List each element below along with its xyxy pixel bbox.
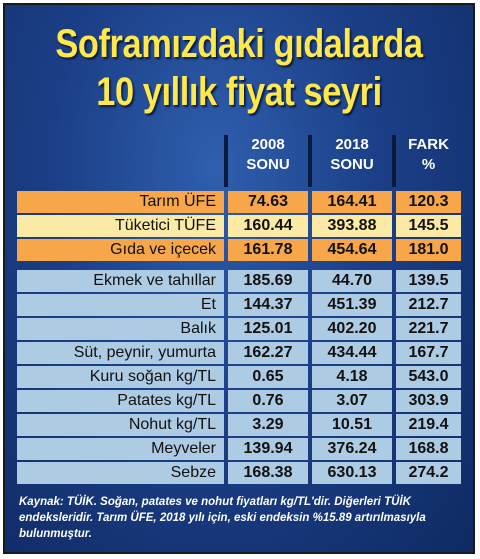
- row-label: Et: [17, 294, 224, 316]
- row-label: Kuru soğan kg/TL: [17, 366, 224, 388]
- column-header-line2: %: [421, 156, 436, 173]
- column-header-line1: 2018: [335, 136, 369, 153]
- column-header: 2018 SONU: [312, 135, 392, 175]
- row-value-v2008: 144.37: [228, 294, 308, 316]
- table-row: Tüketici TÜFE 160.44 393.88 145.5: [17, 215, 461, 237]
- row-label: Süt, peynir, yumurta: [17, 342, 224, 364]
- column-header-line2: SONU: [330, 156, 374, 173]
- row-value-v2018: 164.41: [312, 191, 392, 213]
- row-value-v2008: 0.65: [228, 366, 308, 388]
- table-row: Meyveler 139.94 376.24 168.8: [17, 438, 461, 460]
- row-value-v2018: 3.07: [312, 390, 392, 412]
- table-row: Ekmek ve tahıllar 185.69 44.70 139.5: [17, 270, 461, 292]
- column-divider: [308, 135, 312, 187]
- row-label: Tarım ÜFE: [17, 191, 224, 213]
- row-value-v2018: 4.18: [312, 366, 392, 388]
- row-label: Meyveler: [17, 438, 224, 460]
- table-row: Et 144.37 451.39 212.7: [17, 294, 461, 316]
- row-value-v2018: 451.39: [312, 294, 392, 316]
- row-value-fark: 139.5: [396, 270, 461, 292]
- row-value-fark: 274.2: [396, 462, 461, 484]
- row-value-v2008: 160.44: [228, 215, 308, 237]
- row-value-v2018: 393.88: [312, 215, 392, 237]
- row-value-fark: 219.4: [396, 414, 461, 436]
- column-divider: [392, 135, 396, 187]
- row-value-fark: 212.7: [396, 294, 461, 316]
- row-value-v2008: 139.94: [228, 438, 308, 460]
- table-row: Kuru soğan kg/TL 0.65 4.18 543.0: [17, 366, 461, 388]
- table-row: Patates kg/TL 0.76 3.07 303.9: [17, 390, 461, 412]
- row-value-v2018: 44.70: [312, 270, 392, 292]
- row-value-v2008: 162.27: [228, 342, 308, 364]
- row-value-fark: 167.7: [396, 342, 461, 364]
- row-value-v2018: 434.44: [312, 342, 392, 364]
- title-line-2: 10 yıllık fiyat seyri: [96, 70, 382, 114]
- row-label: Gıda ve içecek: [17, 239, 224, 261]
- row-label: Ekmek ve tahıllar: [17, 270, 224, 292]
- row-value-fark: 303.9: [396, 390, 461, 412]
- table-row: Gıda ve içecek 161.78 454.64 181.0: [17, 239, 461, 261]
- row-label: Sebze: [17, 462, 224, 484]
- column-header-line1: 2008: [251, 136, 285, 153]
- row-value-fark: 168.8: [396, 438, 461, 460]
- row-value-v2018: 630.13: [312, 462, 392, 484]
- column-header-line2: SONU: [246, 156, 290, 173]
- row-value-v2018: 454.64: [312, 239, 392, 261]
- table-row: Tarım ÜFE 74.63 164.41 120.3: [17, 191, 461, 213]
- infographic-frame: Soframızdaki gıdalarda 10 yıllık fiyat s…: [3, 3, 475, 554]
- row-value-fark: 181.0: [396, 239, 461, 261]
- row-label: Balık: [17, 318, 224, 340]
- row-value-fark: 145.5: [396, 215, 461, 237]
- row-value-fark: 221.7: [396, 318, 461, 340]
- table-row: Sebze 168.38 630.13 274.2: [17, 462, 461, 484]
- row-label: Patates kg/TL: [17, 390, 224, 412]
- column-divider: [224, 135, 228, 187]
- row-value-fark: 543.0: [396, 366, 461, 388]
- row-value-v2018: 402.20: [312, 318, 392, 340]
- row-value-v2008: 161.78: [228, 239, 308, 261]
- column-header: 2008 SONU: [228, 135, 308, 175]
- row-label: Nohut kg/TL: [17, 414, 224, 436]
- row-value-v2008: 125.01: [228, 318, 308, 340]
- column-header: FARK%: [396, 135, 461, 175]
- title-line-1: Soframızdaki gıdalarda: [55, 22, 423, 66]
- footnote: Kaynak: TÜİK. Soğan, patates ve nohut fi…: [19, 496, 426, 540]
- table-row: Nohut kg/TL 3.29 10.51 219.4: [17, 414, 461, 436]
- column-header-line1: FARK: [408, 136, 449, 153]
- table-row: Balık 125.01 402.20 221.7: [17, 318, 461, 340]
- table-row: Süt, peynir, yumurta 162.27 434.44 167.7: [17, 342, 461, 364]
- row-label: Tüketici TÜFE: [17, 215, 224, 237]
- row-value-v2008: 0.76: [228, 390, 308, 412]
- row-value-v2018: 376.24: [312, 438, 392, 460]
- row-value-v2008: 168.38: [228, 462, 308, 484]
- row-value-v2008: 74.63: [228, 191, 308, 213]
- row-value-v2008: 3.29: [228, 414, 308, 436]
- row-value-v2018: 10.51: [312, 414, 392, 436]
- row-value-fark: 120.3: [396, 191, 461, 213]
- row-value-v2008: 185.69: [228, 270, 308, 292]
